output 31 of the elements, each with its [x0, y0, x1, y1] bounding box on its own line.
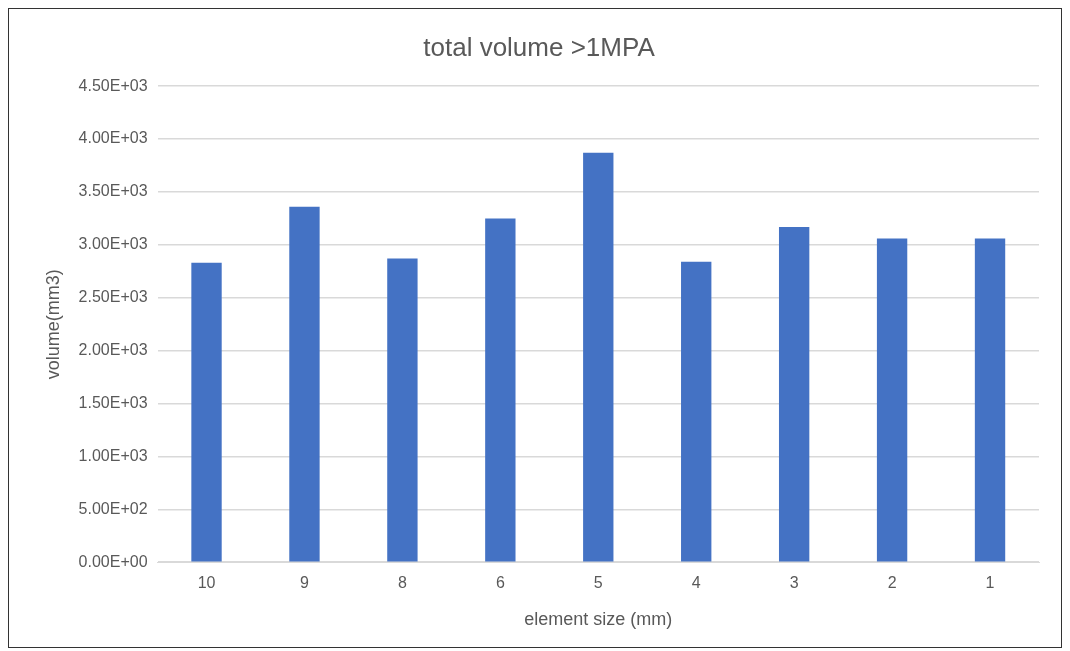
y-tick-label: 3.50E+03 [78, 182, 148, 200]
y-tick-label: 0.00E+00 [78, 552, 148, 570]
bar [778, 226, 810, 562]
y-tick-label: 1.50E+03 [78, 393, 148, 411]
x-tick-label: 1 [985, 574, 995, 592]
y-tick-label: 4.50E+03 [78, 76, 148, 94]
y-tick-label: 1.00E+03 [78, 446, 148, 464]
bar [876, 238, 908, 562]
y-tick-label: 2.50E+03 [78, 288, 148, 306]
x-tick-label: 8 [397, 574, 407, 592]
x-tick-label: 5 [593, 574, 603, 592]
y-tick-label: 3.00E+03 [78, 235, 148, 253]
x-tick-label: 3 [789, 574, 799, 592]
bar [681, 261, 712, 562]
bar [583, 152, 614, 562]
x-axis-title: element size (mm) [524, 609, 673, 630]
x-tick-label: 6 [495, 574, 505, 592]
y-tick-label: 5.00E+02 [78, 499, 148, 517]
y-tick-label: 2.00E+03 [78, 341, 148, 359]
bar [387, 258, 418, 562]
y-tick-label: 4.00E+03 [78, 129, 148, 147]
chart-title: total volume >1MPA [423, 31, 656, 62]
bar [974, 238, 1006, 562]
x-tick-label: 4 [691, 574, 701, 592]
x-tick-label: 2 [887, 574, 897, 592]
bar [289, 206, 320, 562]
x-tick-label: 10 [197, 574, 216, 592]
bar [191, 262, 222, 562]
y-axis-title: volume(mm3) [42, 269, 63, 380]
bar [485, 218, 516, 562]
x-tick-label: 9 [300, 574, 310, 592]
